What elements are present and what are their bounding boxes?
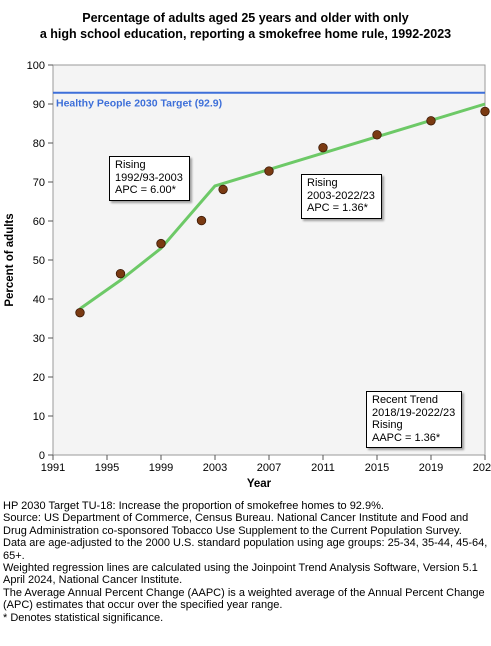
footnote: Data are age-adjusted to the 2000 U.S. s… [3,537,488,562]
x-tick-label: 2007 [257,462,281,474]
annotation-recent-trend: Recent Trend 2018/19-2022/23 Rising AAPC… [366,391,463,448]
y-tick-label: 50 [33,255,45,267]
chart-title-line-1: Percentage of adults aged 25 years and o… [82,11,409,25]
data-point [115,268,126,279]
y-tick-label: 60 [33,216,45,228]
y-tick-label: 30 [33,333,45,345]
x-tick-label: 2015 [365,462,389,474]
data-point [218,184,228,195]
y-tick-label: 100 [27,60,45,72]
annotation-line: Rising [372,419,403,431]
plot-background [52,64,486,456]
y-tick-label: 20 [33,372,45,384]
annotation-line: APC = 1.36* [307,202,368,214]
annotation-line: Rising [115,159,146,171]
annotation-line: APC = 6.00* [115,184,176,196]
footnote: * Denotes statistical significance. [3,611,164,624]
x-axis: 1991 1995 1999 2003 2007 2011 2015 2019 2023 [41,455,491,474]
y-tick-label: 70 [33,177,45,189]
annotation-line: 2018/19-2022/23 [372,406,456,419]
annotation-line: Rising [307,177,338,189]
x-tick-label: 1991 [41,462,65,474]
annotation-line: Recent Trend [372,394,439,406]
data-point [480,106,490,117]
x-axis-label: Year [247,478,272,490]
target-label: Healthy People 2030 Target (92.9) [56,98,222,110]
data-point [318,142,328,153]
y-tick-label: 90 [33,99,45,111]
data-point [426,116,436,126]
annotation-line: 2003-2022/23 [307,189,375,202]
annotation-rising-2003-2023: Rising 2003-2022/23 APC = 1.36* [301,174,382,219]
y-tick-label: 0 [39,450,45,462]
footnotes: HP 2030 Target TU-18: Increase the propo… [3,500,489,624]
x-tick-label: 1999 [149,462,173,474]
footnote: The Average Annual Percent Change (AAPC)… [3,586,485,612]
chart-plot: 0 10 20 30 40 50 60 70 80 90 100 1991 1995 1999 2003 2… [4,60,491,490]
data-point [196,215,207,226]
footnote: HP 2030 Target TU-18: Increase the propo… [3,500,384,512]
x-tick-label: 2011 [311,462,335,474]
data-point [156,238,166,249]
y-axis: 0 10 20 30 40 50 60 70 80 90 100 [27,60,53,462]
data-point [75,307,85,318]
y-tick-label: 80 [33,138,45,150]
footnote: Source: US Department of Commerce, Censu… [3,512,469,537]
y-axis-label: Percent of adults [4,213,16,306]
y-tick-label: 10 [33,411,45,423]
y-tick-label: 40 [33,294,45,306]
chart-title-line-2: a high school education, reporting a smo… [39,27,452,41]
data-point [372,130,382,140]
x-tick-label: 2023 [473,462,491,474]
x-tick-label: 2019 [419,462,443,474]
data-points [75,106,490,318]
x-tick-label: 2003 [203,462,227,474]
chart-title: Percentage of adults aged 25 years and o… [0,10,491,42]
x-tick-label: 1995 [95,462,119,474]
annotation-line: AAPC = 1.36* [372,431,441,444]
annotation-line: 1992/93-2003 [115,171,183,184]
annotation-rising-1993-2003: Rising 1992/93-2003 APC = 6.00* [109,156,190,201]
data-point [264,166,274,176]
footnote: Weighted regression lines are calculated… [3,562,478,587]
